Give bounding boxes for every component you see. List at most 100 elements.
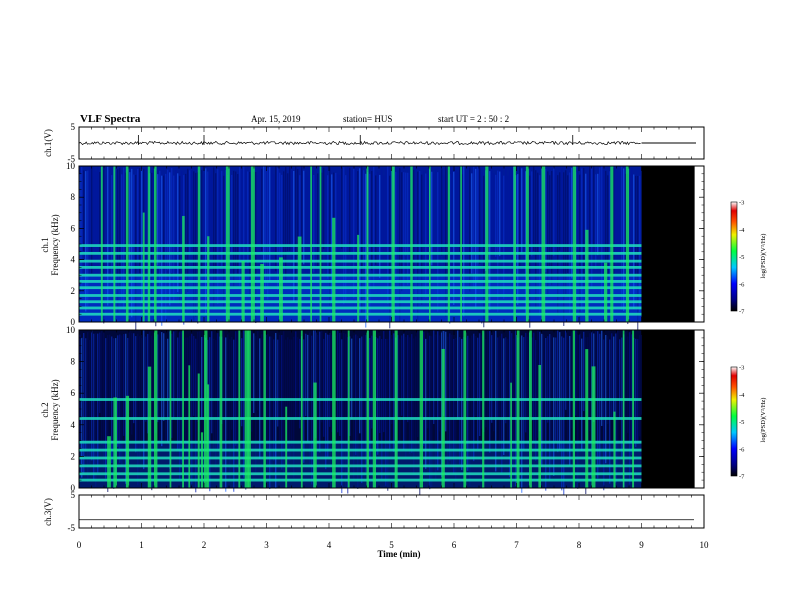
noise-column [601, 330, 603, 426]
noise-column [405, 172, 407, 256]
noise-column [473, 166, 475, 288]
noise-column [133, 333, 135, 424]
colorbar-tick-label: -7 [739, 309, 745, 316]
emission-band [79, 286, 642, 290]
burst-mark [204, 330, 208, 488]
noise-column [575, 330, 577, 416]
noise-column [179, 175, 181, 304]
noise-column [545, 337, 547, 491]
x-tick-label: 3 [264, 540, 269, 550]
x-tick-label: 10 [700, 540, 710, 550]
noise-column [549, 333, 551, 481]
noise-column [391, 338, 393, 425]
burst-mark [429, 166, 431, 322]
burst-mark [357, 234, 360, 322]
burst-mark [219, 330, 223, 488]
emission-band [79, 266, 642, 269]
noise-column [437, 172, 439, 312]
noise-column [343, 333, 345, 471]
noise-column [599, 167, 601, 247]
noise-column [417, 331, 419, 438]
emission-band [79, 472, 642, 476]
noise-column [439, 171, 441, 311]
burst-mark [591, 366, 596, 488]
noise-column [213, 167, 215, 308]
burst-mark [147, 366, 152, 488]
noise-column [631, 334, 633, 456]
noise-column [445, 166, 447, 317]
noise-column [565, 170, 567, 296]
noise-column [519, 166, 521, 267]
noise-column [519, 337, 521, 476]
colorbar-tick-label: -6 [739, 446, 745, 453]
noise-column [449, 333, 451, 461]
ch1-waveform-panel: 5 -5 [68, 122, 705, 164]
noise-column [173, 175, 175, 303]
noise-column [401, 172, 403, 292]
noise-column [403, 172, 405, 288]
noise-column [551, 170, 553, 286]
noise-column [561, 168, 563, 316]
noise-column [415, 336, 417, 450]
y-tick-label: 2 [71, 286, 76, 296]
noise-column [109, 334, 111, 420]
noise-column [517, 174, 519, 305]
noise-column [589, 166, 591, 248]
noise-column [483, 175, 485, 328]
noise-column [397, 335, 399, 418]
emission-band [79, 312, 642, 316]
noise-column [279, 334, 281, 445]
y-tick-label: 10 [66, 161, 76, 171]
noise-column [245, 168, 247, 286]
noise-column [625, 332, 627, 487]
noise-column [237, 173, 239, 274]
noise-column [159, 331, 161, 442]
burst-mark [516, 330, 520, 488]
noise-column [351, 170, 353, 275]
noise-column [139, 167, 141, 274]
noise-column [447, 336, 449, 468]
noise-column [141, 337, 143, 448]
noise-column [139, 336, 141, 458]
noise-column [303, 339, 305, 463]
colorbar-tick-label: -6 [739, 281, 745, 288]
time-axis: 0 1 2 3 4 5 6 7 8 9 10 [77, 540, 709, 550]
noise-column [359, 338, 361, 434]
noise-column [163, 333, 165, 421]
noise-column [479, 333, 481, 437]
burst-mark [460, 166, 462, 322]
burst-mark [285, 406, 288, 488]
noise-column [283, 331, 285, 475]
noise-column [105, 174, 107, 286]
noise-column [79, 334, 81, 441]
noise-column [469, 338, 471, 487]
noise-column [197, 331, 199, 423]
header-station: station= HUS [343, 114, 392, 124]
noise-column [123, 334, 125, 436]
noise-column [337, 330, 339, 433]
burst-mark [188, 365, 191, 488]
noise-column [243, 330, 245, 478]
noise-column [477, 337, 479, 449]
noise-column [623, 168, 625, 311]
colorbar-tick-label: -4 [739, 392, 745, 399]
noise-column [555, 337, 557, 442]
noise-column [591, 167, 593, 289]
noise-column [533, 332, 535, 444]
noise-column [635, 338, 637, 447]
noise-column [521, 168, 523, 253]
noise-column [131, 168, 133, 318]
noise-column [257, 171, 259, 258]
y-tick-label: 4 [71, 420, 76, 430]
ch1-colorbar-label: log(PSD)(V²/Hz) [760, 234, 767, 279]
emission-band [79, 448, 642, 452]
burst-mark [604, 262, 608, 322]
noise-column [619, 339, 621, 420]
noise-column [273, 174, 275, 310]
burst-mark [485, 166, 489, 322]
noise-column [401, 335, 403, 416]
noise-column [601, 166, 603, 295]
noise-column [553, 167, 555, 257]
noise-column [219, 175, 221, 271]
